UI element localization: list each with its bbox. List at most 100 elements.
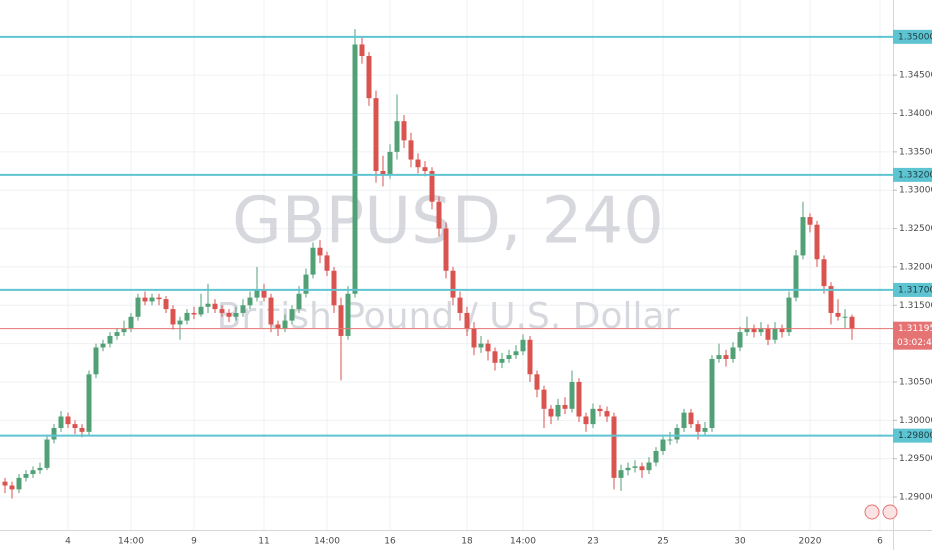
candle-body	[198, 306, 204, 315]
candle-body	[331, 270, 337, 306]
candle-body	[387, 151, 393, 175]
candle-body	[226, 312, 232, 317]
candle-body	[359, 44, 365, 56]
candle-body	[828, 286, 834, 313]
candle-body	[534, 374, 540, 390]
candle-body	[177, 320, 183, 325]
candle-body	[303, 274, 309, 294]
y-tick-label: 1.34500	[899, 71, 932, 81]
candle-body	[443, 228, 449, 271]
candle-body	[611, 416, 617, 478]
candle-body	[583, 416, 589, 425]
candle-body	[590, 408, 596, 425]
candle-body	[723, 355, 729, 359]
candle-body	[562, 404, 568, 409]
candle-body	[219, 309, 225, 313]
x-tick-label: 14:00	[118, 537, 144, 547]
x-tick-label: 11	[258, 537, 269, 547]
candle-body	[779, 328, 785, 333]
candle-body	[135, 297, 141, 317]
x-tick-label: 25	[657, 537, 668, 547]
candle-body	[352, 44, 358, 294]
y-tick-label: 1.30000	[899, 416, 932, 426]
candle-body	[338, 305, 344, 336]
candle-body	[205, 303, 211, 307]
candle-body	[478, 343, 484, 348]
candle-body	[408, 140, 414, 160]
candle-body	[72, 424, 78, 428]
x-tick-label: 23	[587, 537, 598, 547]
y-tick-label: 1.33500	[899, 147, 932, 157]
overlay	[0, 35, 893, 437]
watermark-subtitle: British Pound / U.S. Dollar	[217, 296, 680, 337]
level-label: 1.29800	[898, 431, 932, 441]
candle-body	[632, 466, 638, 468]
candle-body	[695, 424, 701, 432]
level-label-bg	[893, 282, 932, 297]
candle-body	[401, 121, 407, 141]
candle-body	[394, 121, 400, 152]
candle-body	[65, 416, 71, 425]
candle-body	[128, 316, 134, 329]
x-tick-label: 4	[65, 537, 71, 547]
candle-body	[415, 159, 421, 168]
candle-body	[793, 255, 799, 298]
x-tick-label: 18	[461, 537, 473, 547]
candle-body	[660, 439, 666, 451]
candle-body	[324, 255, 330, 271]
candle-body	[639, 466, 645, 471]
candle-body	[184, 312, 190, 321]
x-tick-label: 9	[191, 537, 197, 547]
last-price-label: 1.31195	[898, 324, 932, 334]
candle-body	[625, 467, 631, 471]
x-tick-label: 30	[734, 537, 746, 547]
candle-body	[212, 303, 218, 310]
candle-body	[436, 201, 442, 229]
candle-body	[709, 358, 715, 428]
candle-body	[450, 270, 456, 298]
level-label-bg	[893, 29, 932, 44]
candle-body	[163, 299, 169, 310]
candle-body	[191, 312, 197, 315]
candle-body	[275, 324, 281, 329]
event-icon[interactable]	[882, 504, 898, 520]
candle-body	[807, 217, 813, 225]
y-tick-label: 1.31500	[899, 301, 932, 311]
candle-body	[520, 339, 526, 352]
candle-body	[100, 343, 106, 348]
level-label: 1.33200	[898, 170, 932, 180]
candle-body	[373, 98, 379, 172]
candle-body	[821, 259, 827, 287]
candle-body	[555, 404, 561, 417]
candle-body	[16, 477, 22, 490]
candle-body	[737, 332, 743, 348]
candle-body	[310, 247, 316, 275]
candle-body	[681, 412, 687, 428]
event-icon[interactable]	[864, 504, 880, 520]
candle-body	[86, 374, 92, 432]
candle-body	[317, 247, 323, 256]
candle-body	[849, 316, 855, 329]
candle-body	[758, 328, 764, 333]
candle-body	[688, 412, 694, 425]
candle-body	[576, 381, 582, 417]
candle-body	[597, 408, 603, 412]
candle-body	[23, 474, 29, 478]
candle-body	[30, 470, 36, 475]
candle-body	[513, 351, 519, 356]
y-tick-label: 1.32000	[899, 262, 932, 272]
candle-body	[457, 297, 463, 313]
level-label: 1.31700	[898, 285, 932, 295]
candle-body	[653, 450, 659, 463]
x-tick-label: 14:00	[510, 537, 536, 547]
candle-body	[380, 171, 386, 175]
candle-body	[772, 328, 778, 340]
candle-body	[499, 358, 505, 363]
candle-body	[170, 309, 176, 325]
y-tick-label: 1.30500	[899, 377, 932, 387]
candle-body	[121, 328, 127, 333]
candle-body	[716, 355, 722, 359]
candle-body	[422, 167, 428, 172]
candle-body	[786, 297, 792, 333]
candle-body	[464, 312, 470, 329]
